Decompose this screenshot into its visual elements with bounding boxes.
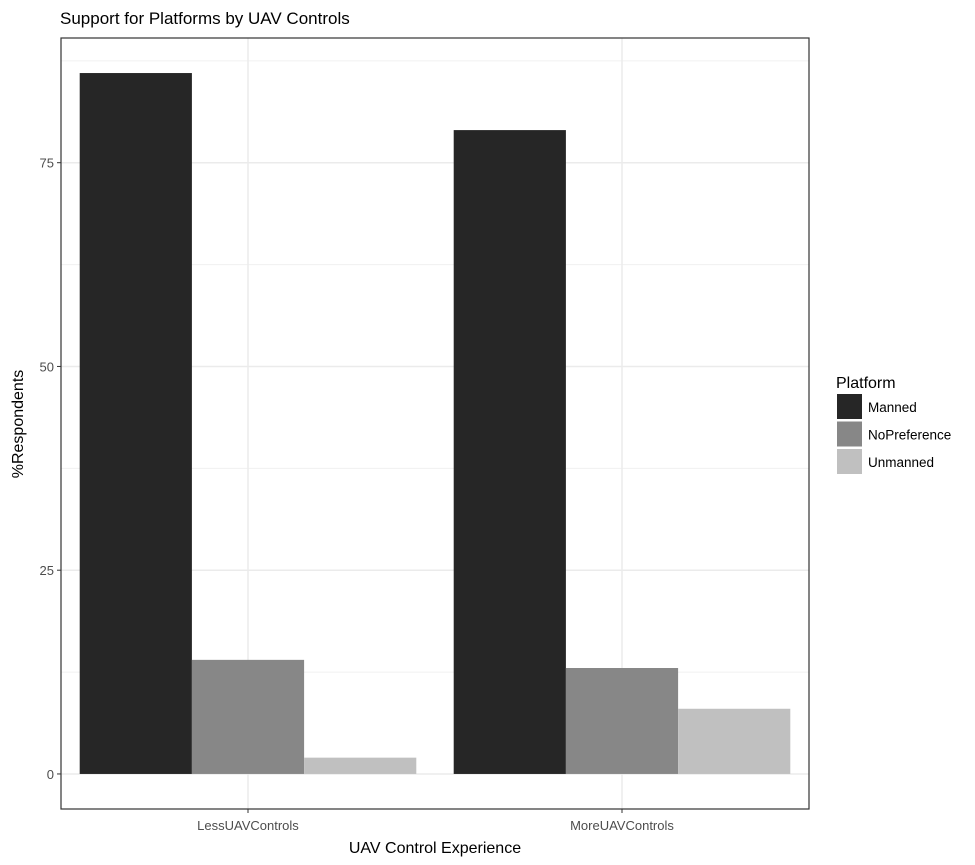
bar-unmanned-moreuavcontrols bbox=[678, 708, 791, 774]
plot-panel: 0 25 50 75 LessUAVControls MoreUAVControls bbox=[40, 37, 810, 833]
bar-nopreference-moreuavcontrols bbox=[565, 668, 679, 774]
bar-nopreference-lessuavcontrols bbox=[191, 659, 305, 774]
y-tick-label: 50 bbox=[40, 359, 54, 374]
y-tick-label: 0 bbox=[47, 767, 54, 782]
y-axis-label: %Respondents bbox=[10, 370, 27, 479]
legend-key-nopreference bbox=[837, 421, 862, 447]
y-tick-label: 25 bbox=[40, 563, 54, 578]
legend-key-unmanned bbox=[837, 449, 862, 474]
legend-key-manned bbox=[837, 394, 862, 419]
y-tick-label: 75 bbox=[40, 156, 54, 171]
legend-label: Unmanned bbox=[868, 455, 934, 470]
x-axis-label: UAV Control Experience bbox=[349, 840, 521, 857]
x-tick-label: LessUAVControls bbox=[197, 818, 299, 833]
x-tick-label: MoreUAVControls bbox=[570, 818, 674, 833]
chart-title: Support for Platforms by UAV Controls bbox=[60, 9, 350, 28]
bar-unmanned-lessuavcontrols bbox=[304, 757, 417, 774]
bar-manned-lessuavcontrols bbox=[79, 73, 192, 774]
panel-border bbox=[60, 37, 810, 810]
bar-manned-moreuavcontrols bbox=[453, 130, 566, 774]
legend: Platform Manned NoPreference Unmanned bbox=[836, 375, 951, 474]
legend-title: Platform bbox=[836, 375, 896, 392]
legend-label: Manned bbox=[868, 400, 917, 415]
legend-label: NoPreference bbox=[868, 428, 951, 443]
